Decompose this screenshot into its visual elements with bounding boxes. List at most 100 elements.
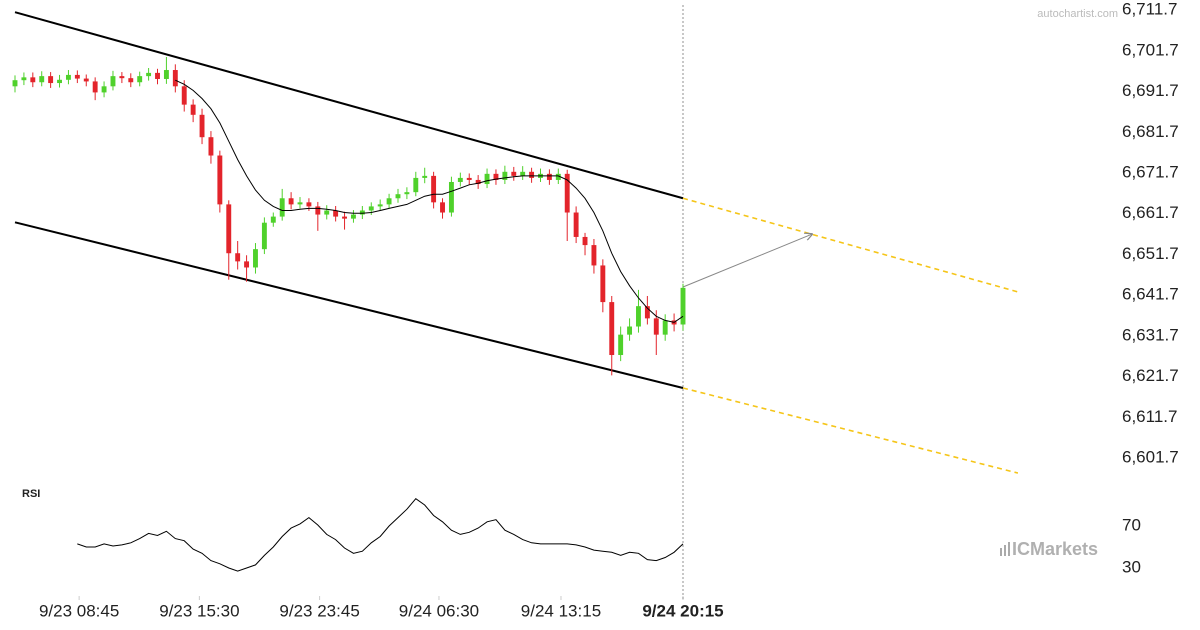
candle-body xyxy=(662,320,668,335)
candle-body xyxy=(422,175,428,178)
candle-body xyxy=(199,114,205,138)
candle-body xyxy=(351,214,356,219)
candle-body xyxy=(466,177,472,180)
candle-body xyxy=(261,222,267,250)
brand-icon xyxy=(1000,542,1010,556)
y-tick-label: 6,631.7 xyxy=(1122,325,1179,344)
candle-body xyxy=(342,216,347,219)
candle-body xyxy=(636,306,641,327)
candle-body xyxy=(270,216,276,223)
y-tick-label: 6,691.7 xyxy=(1122,81,1179,100)
y-tick-label: 6,661.7 xyxy=(1122,203,1179,222)
candle-body xyxy=(155,72,160,79)
candle-body xyxy=(546,173,552,180)
x-tick-label: 9/23 23:45 xyxy=(279,601,359,620)
candle-body xyxy=(253,249,258,268)
candle-body xyxy=(520,171,526,176)
watermark: autochartist.com xyxy=(1037,8,1118,20)
y-tick-label: 6,611.7 xyxy=(1122,407,1177,426)
candle-body xyxy=(297,202,303,205)
candle-body xyxy=(377,204,383,207)
rsi-label: RSI xyxy=(22,488,40,500)
candle-body xyxy=(39,76,45,83)
candle-body xyxy=(457,177,463,182)
candle-body xyxy=(475,179,481,185)
candle-body xyxy=(440,202,445,213)
candle-body xyxy=(564,173,570,213)
projection-line xyxy=(682,387,1019,474)
y-tick-label: 6,621.7 xyxy=(1122,366,1179,385)
candle-body xyxy=(315,206,321,215)
candle-body xyxy=(404,192,410,195)
candle-body xyxy=(627,326,633,335)
candle-body xyxy=(146,72,152,77)
candle-body xyxy=(92,81,98,93)
candle-body xyxy=(288,198,294,205)
candle-body xyxy=(653,318,659,335)
candle-body xyxy=(306,202,312,207)
candle-body xyxy=(119,76,125,79)
rsi-line xyxy=(77,498,684,572)
candle-body xyxy=(591,245,597,266)
candle-body xyxy=(65,74,71,80)
candle-body xyxy=(493,173,499,180)
candle-body xyxy=(137,76,143,83)
candle-body xyxy=(208,137,214,156)
candle-body xyxy=(101,86,107,93)
candle-body xyxy=(484,173,490,185)
y-tick-label: 6,701.7 xyxy=(1122,40,1179,59)
candle-body xyxy=(359,210,365,215)
candle-body xyxy=(279,198,285,217)
candle-body xyxy=(644,306,650,319)
candle-body xyxy=(618,334,624,356)
y-tick-label: 6,641.7 xyxy=(1122,285,1179,304)
y-tick-label: 6,601.7 xyxy=(1122,447,1179,466)
x-tick-label: 9/23 08:45 xyxy=(39,601,119,620)
channel-line xyxy=(14,11,684,200)
candle-body xyxy=(172,70,178,87)
y-tick-label: 6,681.7 xyxy=(1122,122,1179,141)
candle-body xyxy=(573,212,579,237)
candle-body xyxy=(395,194,401,199)
candle-body xyxy=(582,236,588,246)
candle-body xyxy=(83,78,89,82)
candle-body xyxy=(74,74,80,79)
candle-body xyxy=(226,204,232,254)
candle-body xyxy=(600,265,606,303)
projection-arrow xyxy=(682,234,812,288)
x-tick-label: 9/24 13:15 xyxy=(521,601,601,620)
candle-body xyxy=(110,76,116,87)
y-tick-label: 6,711.7 xyxy=(1122,0,1177,19)
candle-body xyxy=(57,79,62,84)
candle-body xyxy=(333,210,339,217)
candle-body xyxy=(609,302,615,356)
candle-body xyxy=(48,76,54,84)
x-tick-label: 9/23 15:30 xyxy=(159,601,239,620)
candle-body xyxy=(431,175,437,203)
candle-body xyxy=(511,171,517,176)
candle-body xyxy=(21,77,27,81)
x-tick-label: 9/24 20:15 xyxy=(642,601,723,620)
candle-body xyxy=(324,210,330,215)
brand: ICMarkets xyxy=(1012,539,1098,559)
candle-body xyxy=(163,70,169,79)
candle-body xyxy=(448,181,454,213)
candle-body xyxy=(680,287,686,325)
candle-body xyxy=(235,253,241,262)
y-tick-label: 6,651.7 xyxy=(1122,244,1179,263)
candle-body xyxy=(190,104,196,115)
candle-body xyxy=(128,78,134,83)
candle-body xyxy=(217,155,223,205)
rsi-tick-label: 70 xyxy=(1122,515,1141,534)
candle-body xyxy=(30,77,36,83)
candle-body xyxy=(529,171,535,178)
moving-average xyxy=(175,79,684,323)
rsi-tick-label: 30 xyxy=(1122,557,1141,576)
x-tick-label: 9/24 06:30 xyxy=(399,601,479,620)
projection-line xyxy=(682,197,1019,293)
candle-body xyxy=(502,171,508,180)
candle-body xyxy=(555,173,561,180)
candle-body xyxy=(413,177,419,193)
